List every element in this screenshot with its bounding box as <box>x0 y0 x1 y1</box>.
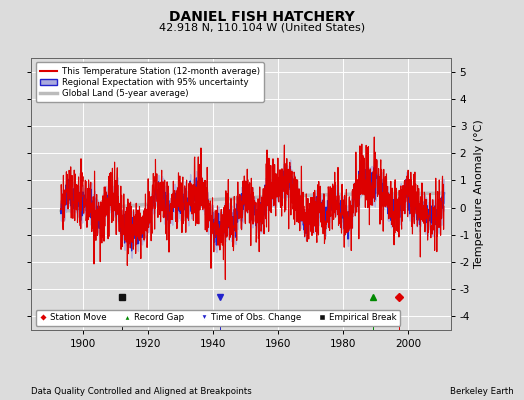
Text: 42.918 N, 110.104 W (United States): 42.918 N, 110.104 W (United States) <box>159 22 365 32</box>
Text: Berkeley Earth: Berkeley Earth <box>450 387 514 396</box>
Y-axis label: Temperature Anomaly (°C): Temperature Anomaly (°C) <box>474 120 484 268</box>
Text: Data Quality Controlled and Aligned at Breakpoints: Data Quality Controlled and Aligned at B… <box>31 387 252 396</box>
Legend: Station Move, Record Gap, Time of Obs. Change, Empirical Break: Station Move, Record Gap, Time of Obs. C… <box>36 310 400 326</box>
Text: DANIEL FISH HATCHERY: DANIEL FISH HATCHERY <box>169 10 355 24</box>
